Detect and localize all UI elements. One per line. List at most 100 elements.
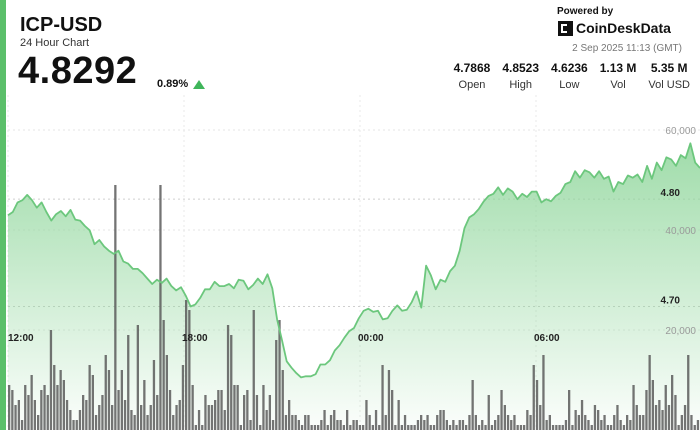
volume-bar <box>181 365 185 430</box>
volume-bar <box>40 390 43 430</box>
volume-bar <box>452 420 455 430</box>
volume-bar <box>400 425 403 430</box>
volume-bar <box>587 420 590 430</box>
volume-bar <box>114 185 117 430</box>
stat-high: 4.8523 High <box>502 61 539 91</box>
volume-bar <box>37 415 40 430</box>
volume-bar <box>123 400 127 430</box>
volume-bar <box>477 425 481 430</box>
x-tick-label: 12:00 <box>8 333 34 344</box>
symbol-title: ICP-USD <box>20 14 103 36</box>
volume-bar <box>362 425 365 430</box>
volume-bar <box>91 375 94 430</box>
volume-bar <box>8 385 11 430</box>
volume-bar <box>24 385 27 430</box>
volume-bar <box>252 310 255 430</box>
current-price: 4.8292 <box>18 50 138 92</box>
volume-bar <box>687 355 690 430</box>
volume-bar <box>597 410 600 430</box>
volume-bar <box>355 420 358 430</box>
volume-bar <box>262 385 265 430</box>
volume-bar <box>378 425 381 430</box>
stat-value: 4.8523 <box>502 61 540 75</box>
volume-bar <box>432 425 436 430</box>
volume-bar <box>616 405 619 430</box>
volume-bar <box>458 420 461 430</box>
volume-bar <box>461 420 465 430</box>
volume-bar <box>85 400 88 430</box>
stat-value: 4.7868 <box>453 61 491 75</box>
volume-bar <box>98 405 101 430</box>
volume-bar <box>558 425 561 430</box>
stat-vol-usd: 5.35 M Vol USD <box>648 61 690 91</box>
stat-label: Open <box>458 79 486 91</box>
volume-bar <box>667 405 671 430</box>
volume-bar <box>185 300 188 430</box>
volume-bar <box>62 380 65 430</box>
volume-bar <box>513 415 516 430</box>
volume-bar <box>207 405 210 430</box>
volume-bar <box>313 425 317 430</box>
volume-bar <box>201 425 204 430</box>
brand-link[interactable]: CoinDeskData <box>558 20 671 36</box>
volume-bar <box>497 415 500 430</box>
volume-bar <box>349 425 352 430</box>
volume-bar <box>535 380 539 430</box>
stat-label: Low <box>559 79 580 91</box>
stat-low: 4.6236 Low <box>551 61 588 91</box>
volume-bar <box>307 415 310 430</box>
volume-bar <box>271 420 275 430</box>
volume-bar <box>197 410 201 430</box>
volume-bar <box>323 410 326 430</box>
volume-bar <box>165 355 168 430</box>
volume-bar <box>484 425 487 430</box>
volume-bar <box>159 185 162 430</box>
volume-bar <box>336 420 339 430</box>
volume-bar <box>300 425 304 430</box>
volume-bar <box>320 420 323 430</box>
volume-bar <box>420 415 423 430</box>
volume-bar <box>561 425 564 430</box>
volume-bar <box>465 425 468 430</box>
volume-bar <box>281 370 284 430</box>
volume-bar <box>374 410 378 430</box>
x-tick-label: 00:00 <box>358 333 384 344</box>
volume-bar <box>233 385 236 430</box>
volume-bar <box>278 320 281 430</box>
volume-bar <box>172 415 175 430</box>
volume-bar <box>696 420 700 430</box>
volume-bar <box>635 405 638 430</box>
volume-bar <box>606 425 609 430</box>
volume-bar <box>442 410 445 430</box>
volume-bar <box>613 415 616 430</box>
volume-bar <box>436 415 439 430</box>
up-triangle-icon <box>193 80 205 89</box>
price-area <box>8 143 700 430</box>
volume-bar <box>580 400 584 430</box>
volume-bar <box>371 425 374 430</box>
volume-bar <box>690 415 693 430</box>
price-change: 0.89% <box>157 78 189 90</box>
volume-bar <box>426 415 429 430</box>
volume-bar <box>500 390 503 430</box>
volume-bar <box>664 385 667 430</box>
volume-bar <box>104 355 107 430</box>
volume-bar <box>268 395 271 430</box>
volume-bar <box>217 390 220 430</box>
volume-bar <box>291 415 294 430</box>
volume-bar <box>329 415 333 430</box>
volume-bar <box>410 425 413 430</box>
volume-bar <box>510 420 513 430</box>
volume-bar <box>188 310 191 430</box>
volume-bar <box>133 415 136 430</box>
volume-bar <box>445 420 448 430</box>
powered-by-label: Powered by <box>557 6 614 17</box>
volume-bar <box>532 365 535 430</box>
volume-bar <box>14 405 17 430</box>
volume-bar <box>210 405 214 430</box>
volume-bar <box>448 425 452 430</box>
stat-value: 5.35 M <box>650 61 688 75</box>
volume-bar <box>140 405 143 430</box>
volume-bar <box>555 425 558 430</box>
